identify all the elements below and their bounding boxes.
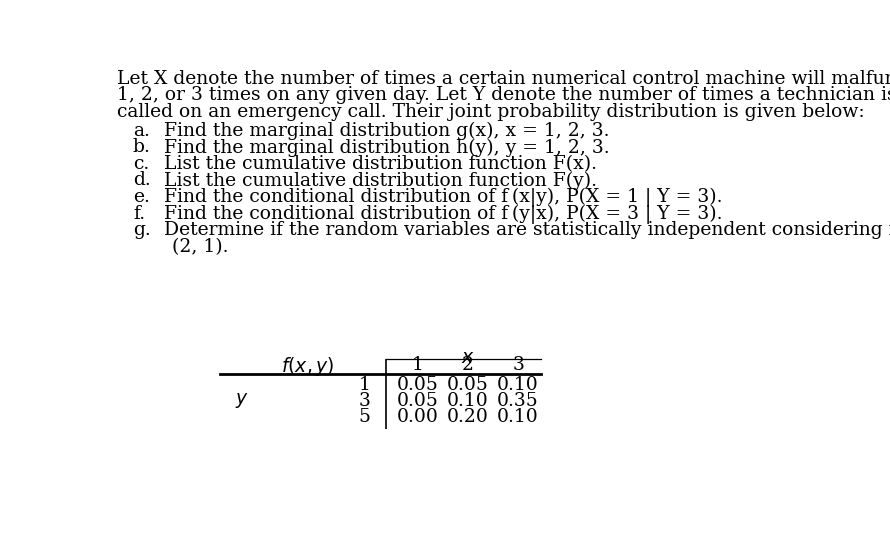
Text: 0.10: 0.10 [498,408,539,426]
Text: 1: 1 [359,376,370,394]
Text: List the cumulative distribution function F(y).: List the cumulative distribution functio… [164,172,597,190]
Text: 2: 2 [462,356,473,375]
Text: 0.35: 0.35 [498,392,539,410]
Text: 0.00: 0.00 [396,408,438,426]
Text: 1: 1 [411,356,424,375]
Text: Find the marginal distribution h(y), y = 1, 2, 3.: Find the marginal distribution h(y), y =… [164,138,610,156]
Text: a.: a. [133,122,150,140]
Text: Let X denote the number of times a certain numerical control machine will malfun: Let X denote the number of times a certa… [117,70,890,88]
Text: $x$: $x$ [461,349,474,367]
Text: $f(x, y)$: $f(x, y)$ [280,356,334,378]
Text: 0.10: 0.10 [498,376,539,394]
Text: 0.20: 0.20 [447,408,489,426]
Text: g.: g. [133,221,150,239]
Text: f.: f. [133,205,145,223]
Text: 1, 2, or 3 times on any given day. Let Y denote the number of times a technician: 1, 2, or 3 times on any given day. Let Y… [117,86,890,104]
Text: e.: e. [133,188,150,206]
Text: 0.05: 0.05 [396,392,438,410]
Text: d.: d. [133,172,150,190]
Text: List the cumulative distribution function F(x).: List the cumulative distribution functio… [164,155,597,173]
Text: Find the conditional distribution of f (x|y), P(X = 1 | Y = 3).: Find the conditional distribution of f (… [164,188,723,207]
Text: 3: 3 [359,392,370,410]
Text: $y$: $y$ [235,392,248,411]
Text: 0.05: 0.05 [447,376,489,394]
Text: b.: b. [133,138,150,156]
Text: 5: 5 [359,408,370,426]
Text: 3: 3 [512,356,524,375]
Text: Find the conditional distribution of f (y|x), P(X = 3 | Y = 3).: Find the conditional distribution of f (… [164,205,723,224]
Text: 0.05: 0.05 [396,376,438,394]
Text: 0.10: 0.10 [447,392,489,410]
Text: Determine if the random variables are statistically independent considering f: Determine if the random variables are st… [164,221,890,239]
Text: (2, 1).: (2, 1). [172,238,228,256]
Text: c.: c. [133,155,150,173]
Text: Find the marginal distribution g(x), x = 1, 2, 3.: Find the marginal distribution g(x), x =… [164,122,610,140]
Text: called on an emergency call. Their joint probability distribution is given below: called on an emergency call. Their joint… [117,103,864,121]
